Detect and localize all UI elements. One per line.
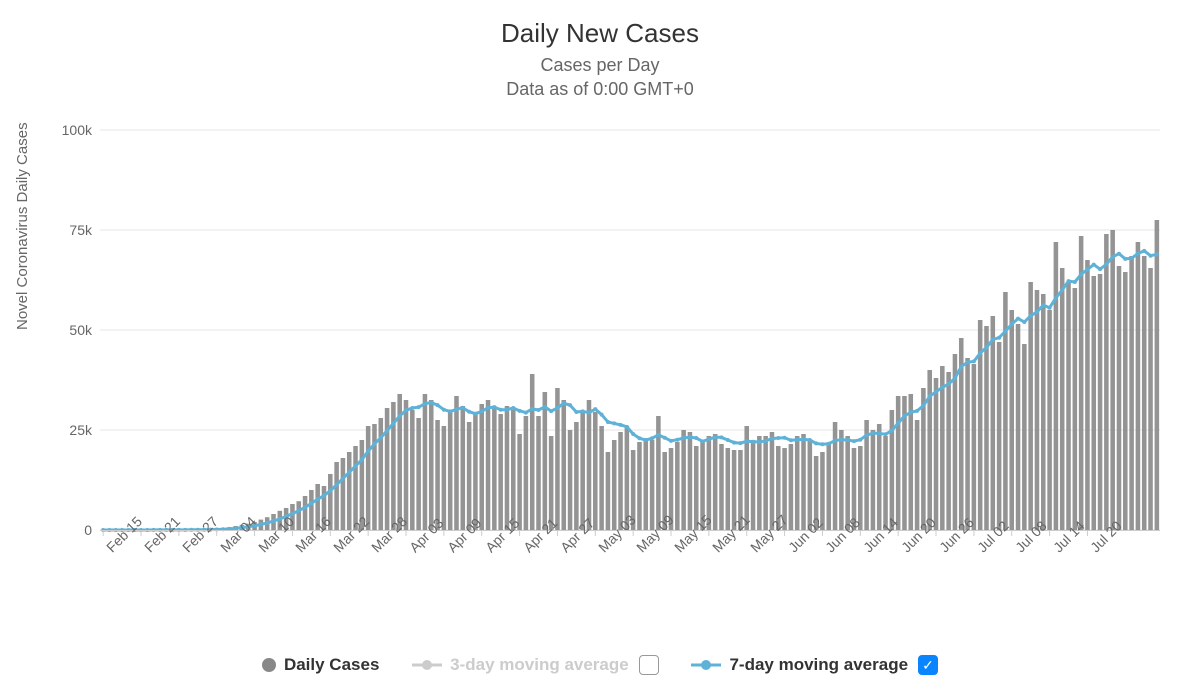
x-tick-label: Mar 22	[330, 544, 341, 555]
legend-checkbox-7day[interactable]: ✓	[918, 655, 938, 675]
chart-container: Daily New Cases Cases per Day Data as of…	[0, 0, 1200, 693]
x-tick-label: Jun 26	[936, 544, 947, 555]
y-tick-label: 25k	[69, 422, 92, 438]
chart-title: Daily New Cases	[0, 18, 1200, 49]
x-tick-label: May 09	[633, 544, 644, 555]
x-tick-label: Jul 08	[1012, 544, 1023, 555]
x-tick-label: Mar 28	[368, 544, 379, 555]
chart-svg	[100, 130, 1160, 530]
y-tick-label: 0	[84, 522, 92, 538]
x-tick-label: Mar 04	[217, 544, 228, 555]
legend-swatch-7day	[691, 658, 721, 672]
legend-swatch-3day	[412, 658, 442, 672]
x-tick-label: Apr 15	[482, 544, 493, 555]
x-tick-label: Mar 16	[292, 544, 303, 555]
legend-item-7day[interactable]: 7-day moving average ✓	[691, 655, 938, 675]
x-tick-label: Apr 09	[444, 544, 455, 555]
y-tick-label: 75k	[69, 222, 92, 238]
x-tick-label: Jun 08	[822, 544, 833, 555]
x-tick-label: Feb 27	[179, 544, 190, 555]
x-tick-label: May 27	[747, 544, 758, 555]
x-tick-label: Jul 14	[1050, 544, 1061, 555]
x-tick-label: Apr 27	[557, 544, 568, 555]
x-tick-label: Jul 02	[974, 544, 985, 555]
legend-item-3day[interactable]: 3-day moving average	[412, 655, 659, 675]
legend-label-3day: 3-day moving average	[450, 655, 629, 675]
x-tick-label: Jun 02	[785, 544, 796, 555]
x-tick-label: Apr 21	[520, 544, 531, 555]
chart-subtitle: Cases per Day Data as of 0:00 GMT+0	[0, 53, 1200, 102]
y-axis-tick-labels: 025k50k75k100k	[0, 130, 92, 530]
legend: Daily Cases 3-day moving average 7-day m…	[0, 654, 1200, 675]
x-tick-label: May 15	[671, 544, 682, 555]
legend-label-7day: 7-day moving average	[729, 655, 908, 675]
x-tick-label: Feb 15	[103, 544, 114, 555]
x-tick-label: Jun 20	[898, 544, 909, 555]
x-tick-label: Feb 21	[141, 544, 152, 555]
chart-subtitle-line2: Data as of 0:00 GMT+0	[506, 79, 694, 99]
legend-swatch-daily	[262, 658, 276, 672]
chart-titles: Daily New Cases Cases per Day Data as of…	[0, 0, 1200, 102]
chart-subtitle-line1: Cases per Day	[540, 55, 659, 75]
legend-label-daily: Daily Cases	[284, 655, 379, 675]
y-tick-label: 50k	[69, 322, 92, 338]
x-tick-label: May 21	[709, 544, 720, 555]
legend-item-daily[interactable]: Daily Cases	[262, 655, 379, 675]
x-tick-label: May 03	[595, 544, 606, 555]
plot-area[interactable]	[100, 130, 1160, 530]
x-axis-tick-labels: Feb 15 Feb 21 Feb 27 Mar 04 Mar 10 Mar 16 Mar …	[100, 534, 1160, 624]
legend-checkbox-3day[interactable]	[639, 655, 659, 675]
x-tick-label: Apr 03	[406, 544, 417, 555]
x-tick-label: Mar 10	[255, 544, 266, 555]
x-tick-label: Jul 20	[1087, 544, 1098, 555]
x-tick-label: Jun 14	[860, 544, 871, 555]
y-tick-label: 100k	[62, 122, 92, 138]
